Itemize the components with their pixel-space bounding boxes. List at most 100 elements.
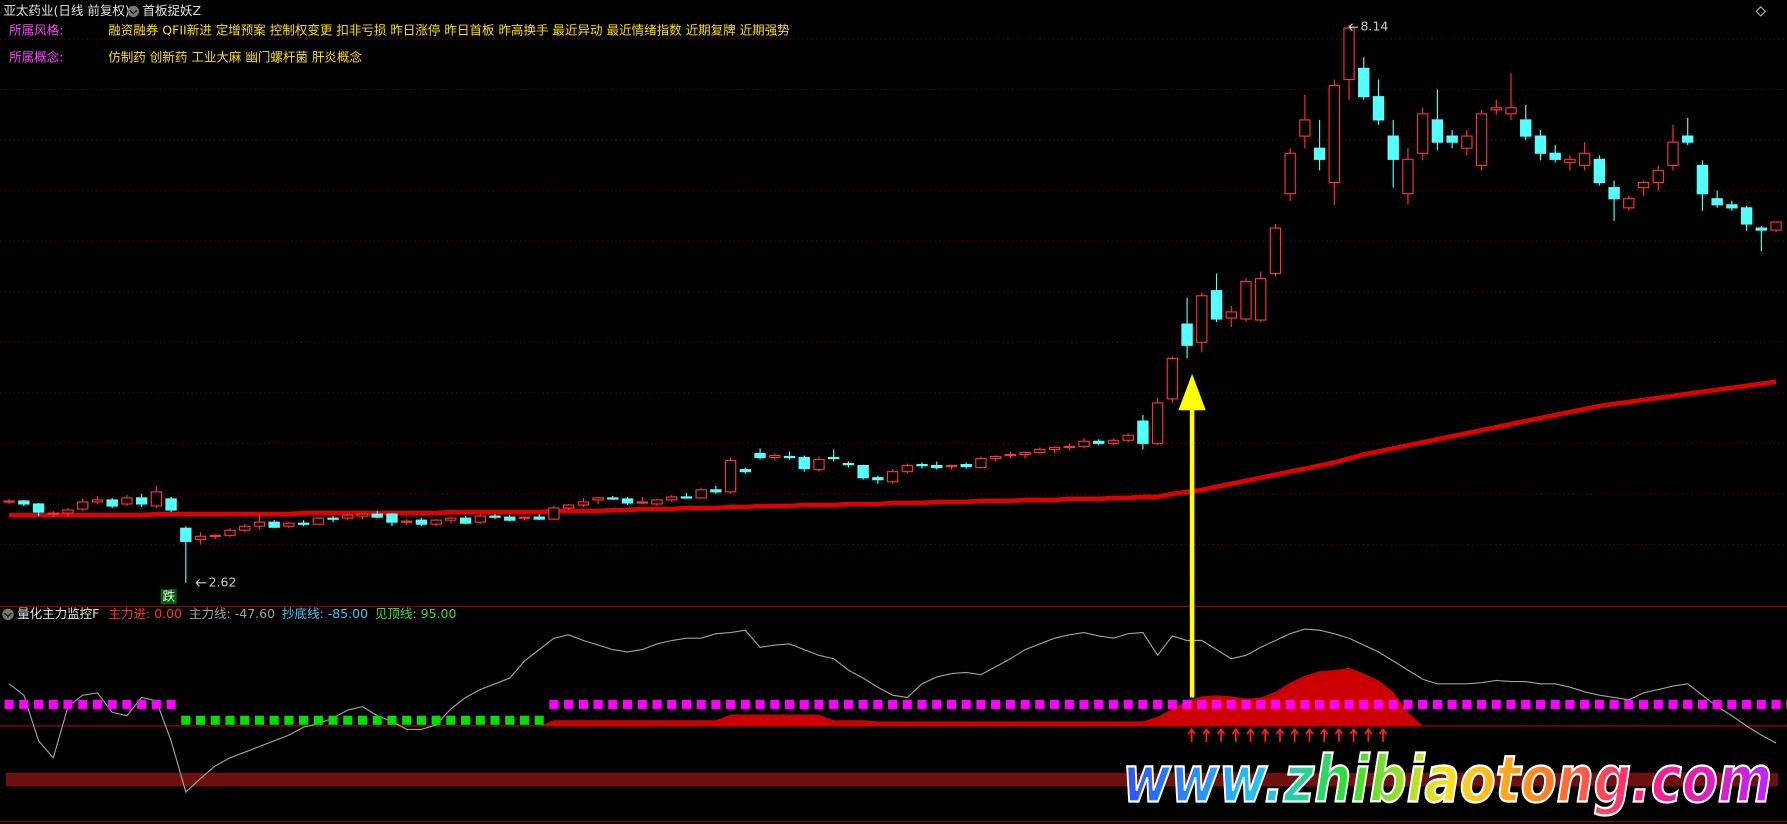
candle-body [1196,295,1208,343]
candle-body [1608,187,1620,200]
candle-body [1770,221,1782,231]
signal-square [755,699,765,709]
candle-body [533,516,545,520]
style-label: 所属风格: [9,22,63,37]
candle-body [150,491,163,507]
signal-square [151,699,161,709]
candle-body [3,500,15,503]
signal-square [784,699,795,709]
candle-body [121,497,133,505]
candle-body [592,497,604,501]
signal-square [1771,699,1781,709]
candle-body [312,517,325,525]
signal-square [269,715,279,725]
candle-body [1564,158,1576,163]
candle-body [1019,451,1031,456]
candle-body [960,463,972,468]
signal-square [1359,699,1369,709]
signal-square [1727,699,1737,709]
signal-square [1388,699,1398,709]
candle-body [798,456,810,470]
candle-body [1534,135,1547,154]
signal-square [917,699,927,709]
signal-square [107,699,117,709]
signal-square [1697,699,1707,709]
candle-body [1593,158,1606,184]
signal-square [726,699,736,709]
signal-square [195,715,206,725]
candle-body [180,527,192,542]
signal-square [357,715,368,725]
signal-square [1020,699,1030,709]
candle-body [1475,113,1488,166]
signal-square [1079,699,1089,709]
signal-square [48,699,58,709]
signal-arrow [1290,727,1299,742]
signal-square [1403,699,1413,709]
indicator-name[interactable]: 首板捉妖Z [142,3,201,18]
dropdown-icon[interactable] [127,5,140,18]
candle-body [1181,323,1193,346]
indicator-area [9,667,1777,726]
signal-square [902,699,912,709]
corner-icon[interactable] [1755,6,1767,17]
signal-square [1535,699,1546,709]
low-label: 2.62 [209,574,237,589]
signal-square [166,699,176,709]
candle-body [386,513,398,523]
candle-body [1078,440,1090,447]
signal-square [1742,699,1752,709]
candle-body [886,471,899,483]
sub-dropdown-icon[interactable] [2,608,14,620]
candle-body [1667,141,1679,166]
candle-body [1358,67,1370,98]
candle-body [1225,311,1237,319]
candle-body [106,499,118,507]
candle-body [813,458,825,471]
signal-square [328,715,338,725]
signal-square [534,715,544,725]
concept-value: 仿制药 创新药 工业大麻 幽门螺杆菌 肝炎概念 [108,50,362,65]
signal-square [1241,699,1251,709]
candle-body [1696,164,1709,195]
candle-body [18,500,30,505]
signal-arrow [1275,727,1285,742]
signal-square [254,715,264,725]
candle-body [827,456,840,460]
concept-label: 所属概念: [9,50,63,65]
bottom-band [5,772,1778,787]
signal-square [1624,699,1634,709]
candle-body [945,465,958,468]
signal-square [1432,699,1442,709]
candle-body [400,520,413,523]
signal-square [1153,699,1163,709]
legend-entry: 主力进: 0.00 [109,606,183,621]
candle-body [651,499,663,505]
candle-body [1137,420,1149,444]
signal-square [1756,699,1766,709]
indicator-line [8,628,1777,794]
candle-body [194,535,207,540]
signal-square [873,699,883,709]
candle-body [1107,439,1120,444]
candle-body [135,497,148,505]
candle-body [1431,119,1444,143]
candle-body [1151,402,1164,444]
candle-body [32,503,45,513]
signal-square [299,715,309,725]
candle-body [1063,445,1075,449]
signal-arrow [1187,727,1196,742]
ma-line [9,379,1777,518]
signal-square [1491,699,1501,709]
candle-body [268,521,280,528]
candle-body [916,463,928,467]
signal-square [1108,699,1119,709]
signal-arrow [1378,727,1388,742]
style-value: 融资融券 QFII新进 定增预案 控制权变更 扣非亏损 昨日涨停 昨日首板 昨高… [108,22,790,37]
candle-body [504,516,516,521]
candle-body [445,517,457,521]
candle-body [239,525,251,531]
signal-square [1226,699,1236,709]
candle-body [77,501,89,510]
